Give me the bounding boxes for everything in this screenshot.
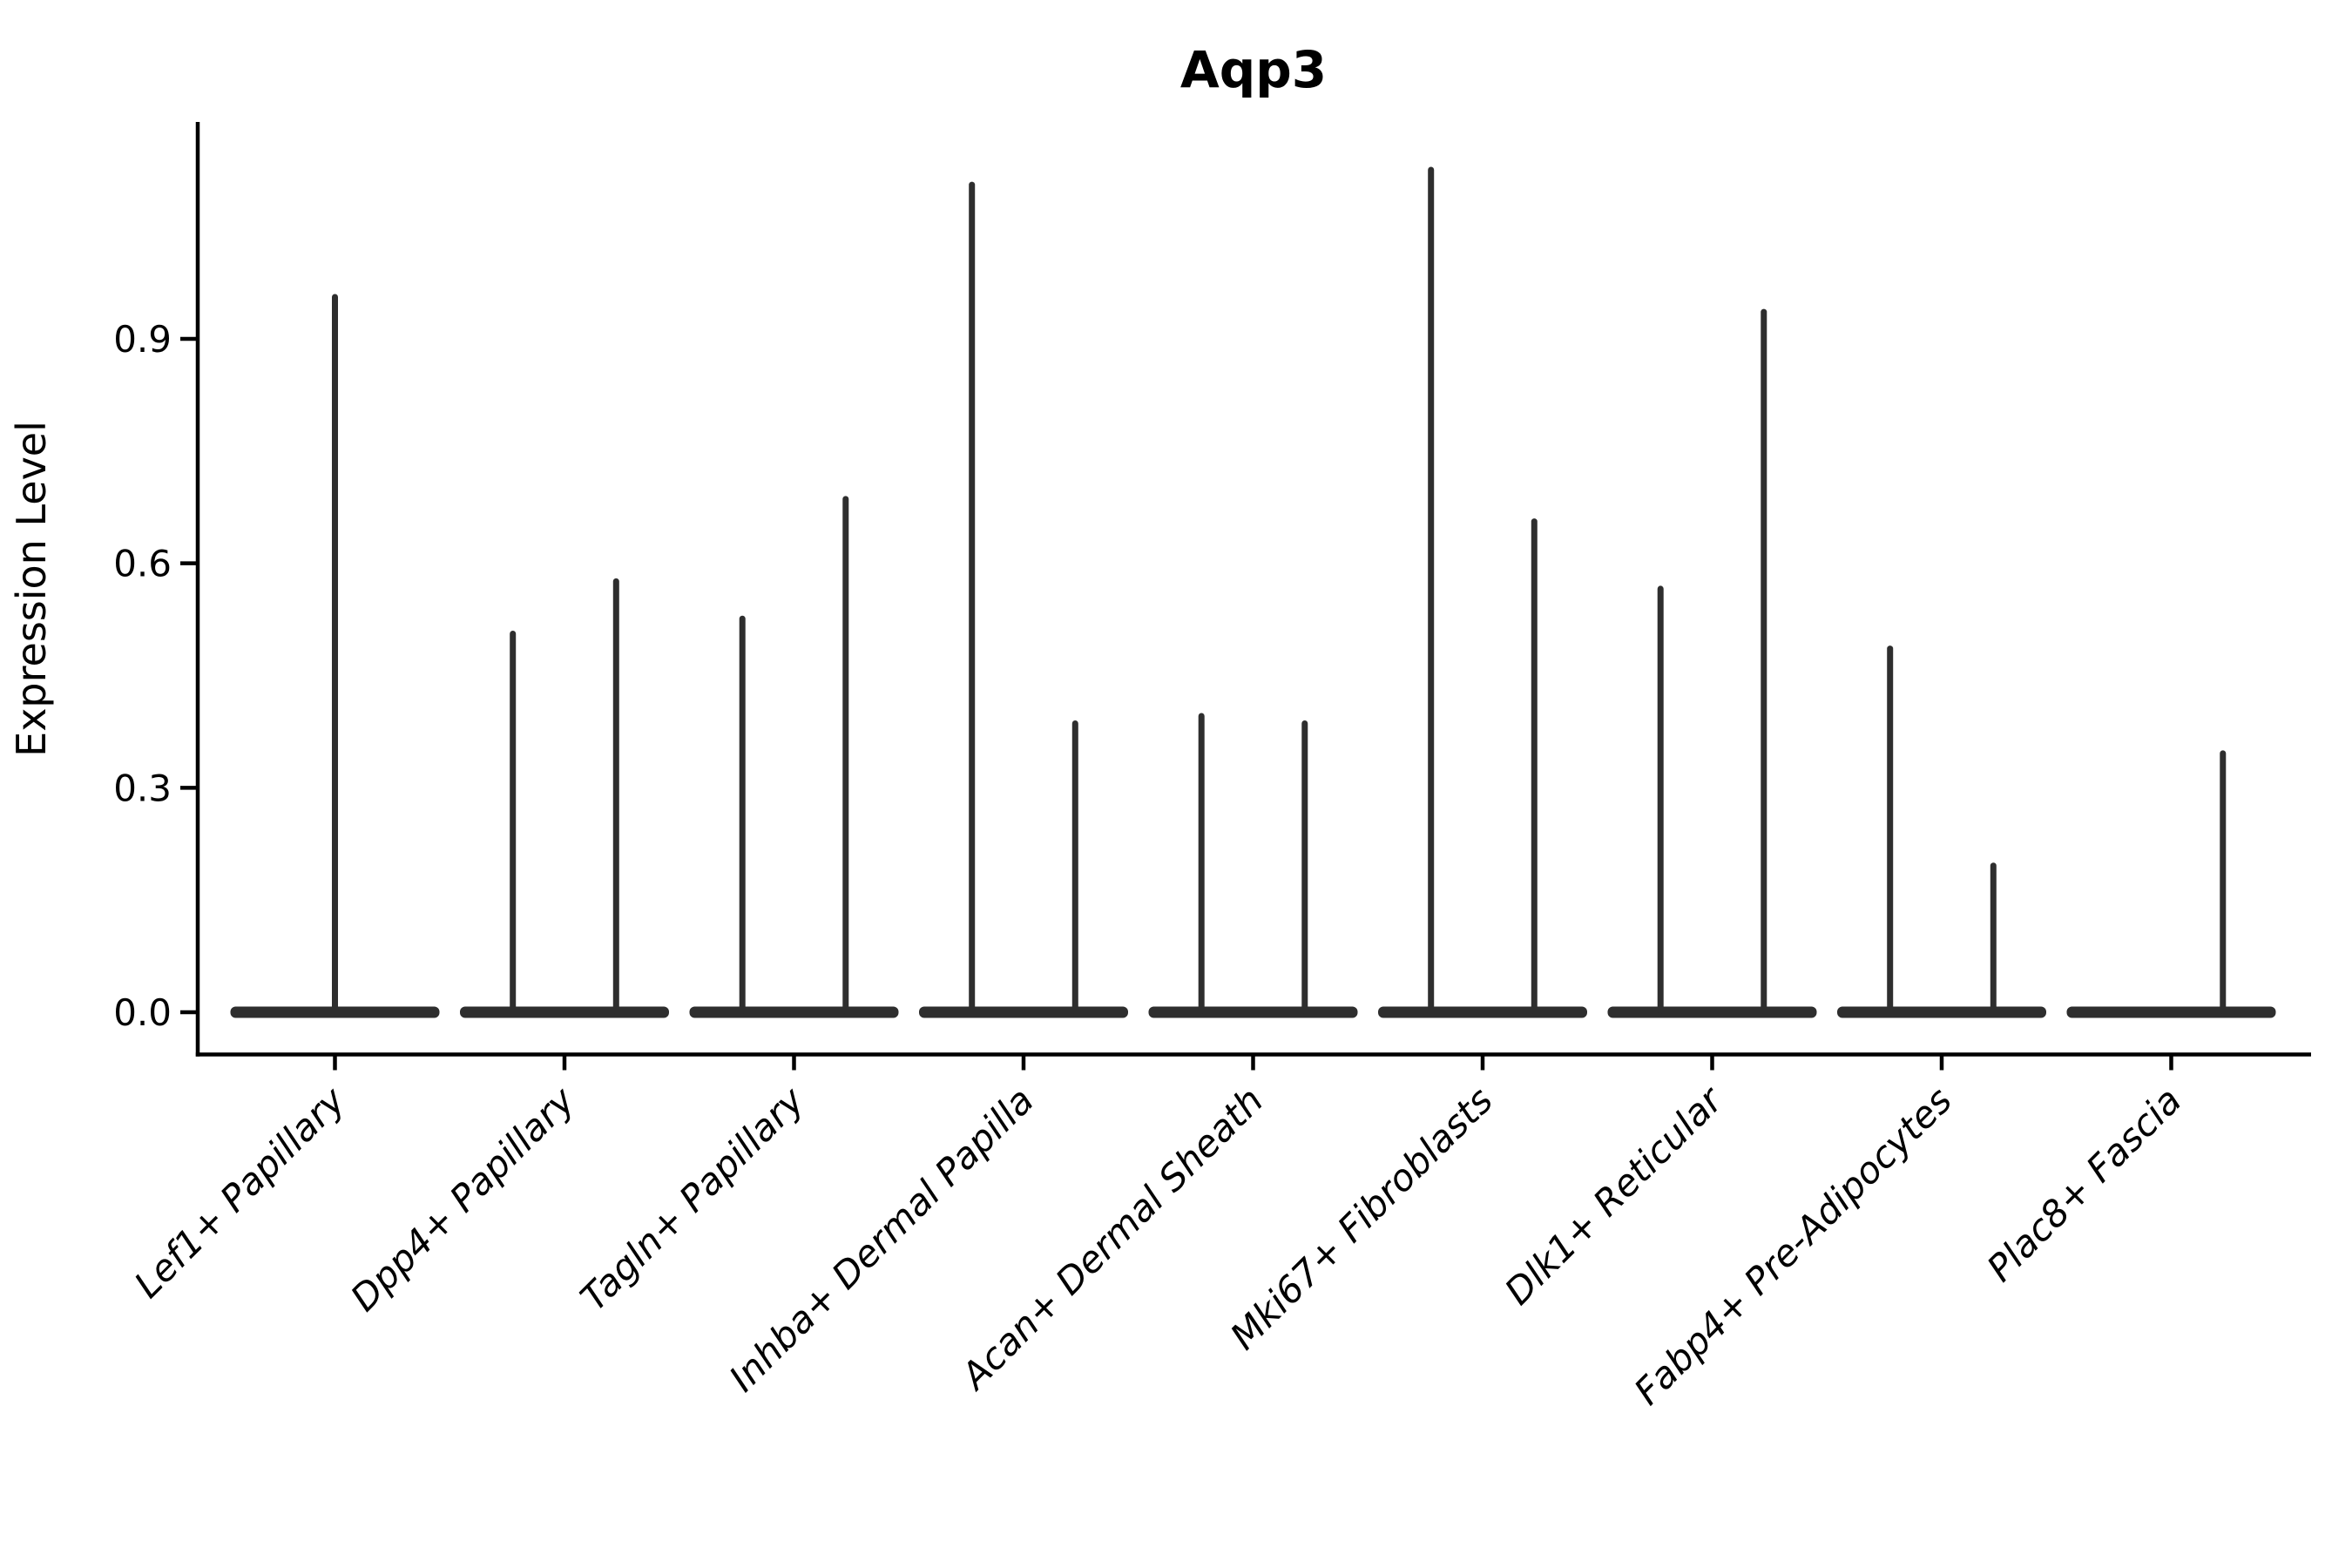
violin [230, 294, 440, 1018]
x-tick-label: Dlk1+ Reticular [1497, 1077, 1733, 1313]
y-tick-label: 0.3 [113, 767, 172, 809]
violin-base [1148, 1006, 1358, 1018]
x-tick-label: Mki67+ Fibroblasts [1222, 1078, 1501, 1357]
violin-spike [1761, 308, 1767, 1014]
x-tick-label: Tagln+ Papillary [572, 1078, 814, 1320]
violin-base [919, 1006, 1128, 1018]
violin [1837, 645, 2046, 1018]
y-axis-title: Expression Level [8, 421, 55, 757]
y-tick-label: 0.9 [113, 318, 172, 361]
violin-base [1837, 1006, 2046, 1018]
y-axis-ticks: 0.0 0.3 0.6 0.9 [113, 318, 198, 1034]
violin-base [2066, 1006, 2276, 1018]
y-tick-label: 0.0 [113, 991, 172, 1034]
y-tick-label: 0.6 [113, 543, 172, 585]
violin-spike [1428, 166, 1435, 1014]
violin [1607, 308, 1817, 1018]
violins-layer [230, 166, 2276, 1018]
x-tick-label: Dpp4+ Papillary [342, 1078, 584, 1320]
violin [689, 496, 899, 1018]
violin-spike [1990, 862, 1997, 1014]
violin-spike [969, 181, 976, 1015]
violin [1378, 166, 1587, 1018]
violin-spike [612, 578, 619, 1014]
x-axis-ticks [333, 1054, 2173, 1071]
violin-spike [1071, 720, 1078, 1014]
violin-spike [739, 615, 746, 1014]
violin-spike [1301, 720, 1308, 1014]
violin-spike [1887, 645, 1894, 1014]
x-tick-label: Lef1+ Papillary [126, 1078, 355, 1307]
violin-base [460, 1006, 669, 1018]
violin-spike [510, 630, 517, 1014]
violin [2066, 750, 2276, 1018]
violin-spike [1531, 518, 1538, 1014]
violin [919, 181, 1128, 1018]
violin-base [689, 1006, 899, 1018]
violin-base [1607, 1006, 1817, 1018]
violin [1148, 713, 1358, 1018]
violin-base [1378, 1006, 1587, 1018]
violin-spike [1657, 585, 1664, 1014]
violin-spike [1198, 713, 1205, 1014]
x-tick-label: Plac8+ Fascia [1978, 1078, 2189, 1289]
violin-spike [332, 294, 338, 1014]
violin [460, 578, 669, 1018]
violin-spike [2220, 750, 2227, 1014]
violin-spike [842, 496, 849, 1014]
chart-title: Aqp3 [1180, 40, 1327, 99]
